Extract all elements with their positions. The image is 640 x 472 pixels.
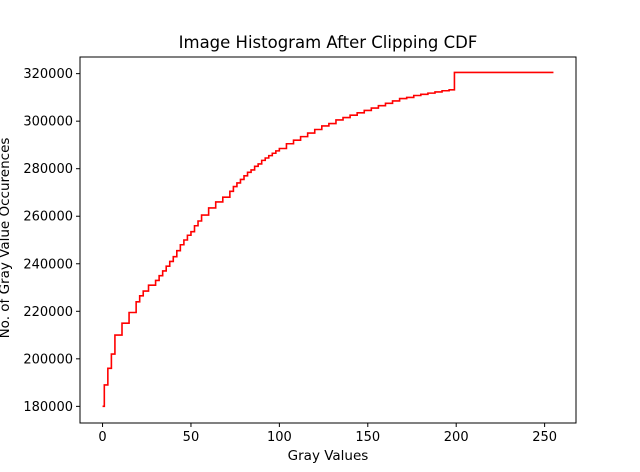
y-tick-label: 280000 <box>23 162 73 177</box>
x-tick-label: 150 <box>355 430 380 445</box>
plot-area <box>102 71 554 408</box>
y-axis-label: No. of Gray Value Occurences <box>0 138 13 339</box>
chart-title: Image Histogram After Clipping CDF <box>179 33 478 52</box>
y-tick-label: 180000 <box>23 400 73 415</box>
y-axis-ticks: 180000 200000 220000 240000 260000 280000 3000… <box>23 67 80 415</box>
x-tick-label: 0 <box>98 430 106 445</box>
y-tick-label: 320000 <box>23 67 73 82</box>
y-tick-label: 260000 <box>23 210 73 225</box>
x-axis-ticks: 0 50 100 150 200 250 <box>98 423 557 445</box>
y-tick-label: 240000 <box>23 257 73 272</box>
x-tick-label: 200 <box>444 430 469 445</box>
y-tick-label: 220000 <box>23 305 73 320</box>
x-tick-label: 50 <box>183 430 200 445</box>
y-tick-label: 200000 <box>23 352 73 367</box>
cdf-step-line <box>102 71 554 408</box>
y-tick-label: 300000 <box>23 115 73 130</box>
x-tick-label: 250 <box>532 430 557 445</box>
x-tick-label: 100 <box>267 430 292 445</box>
axes-frame <box>79 56 577 424</box>
x-axis-label: Gray Values <box>288 448 369 464</box>
